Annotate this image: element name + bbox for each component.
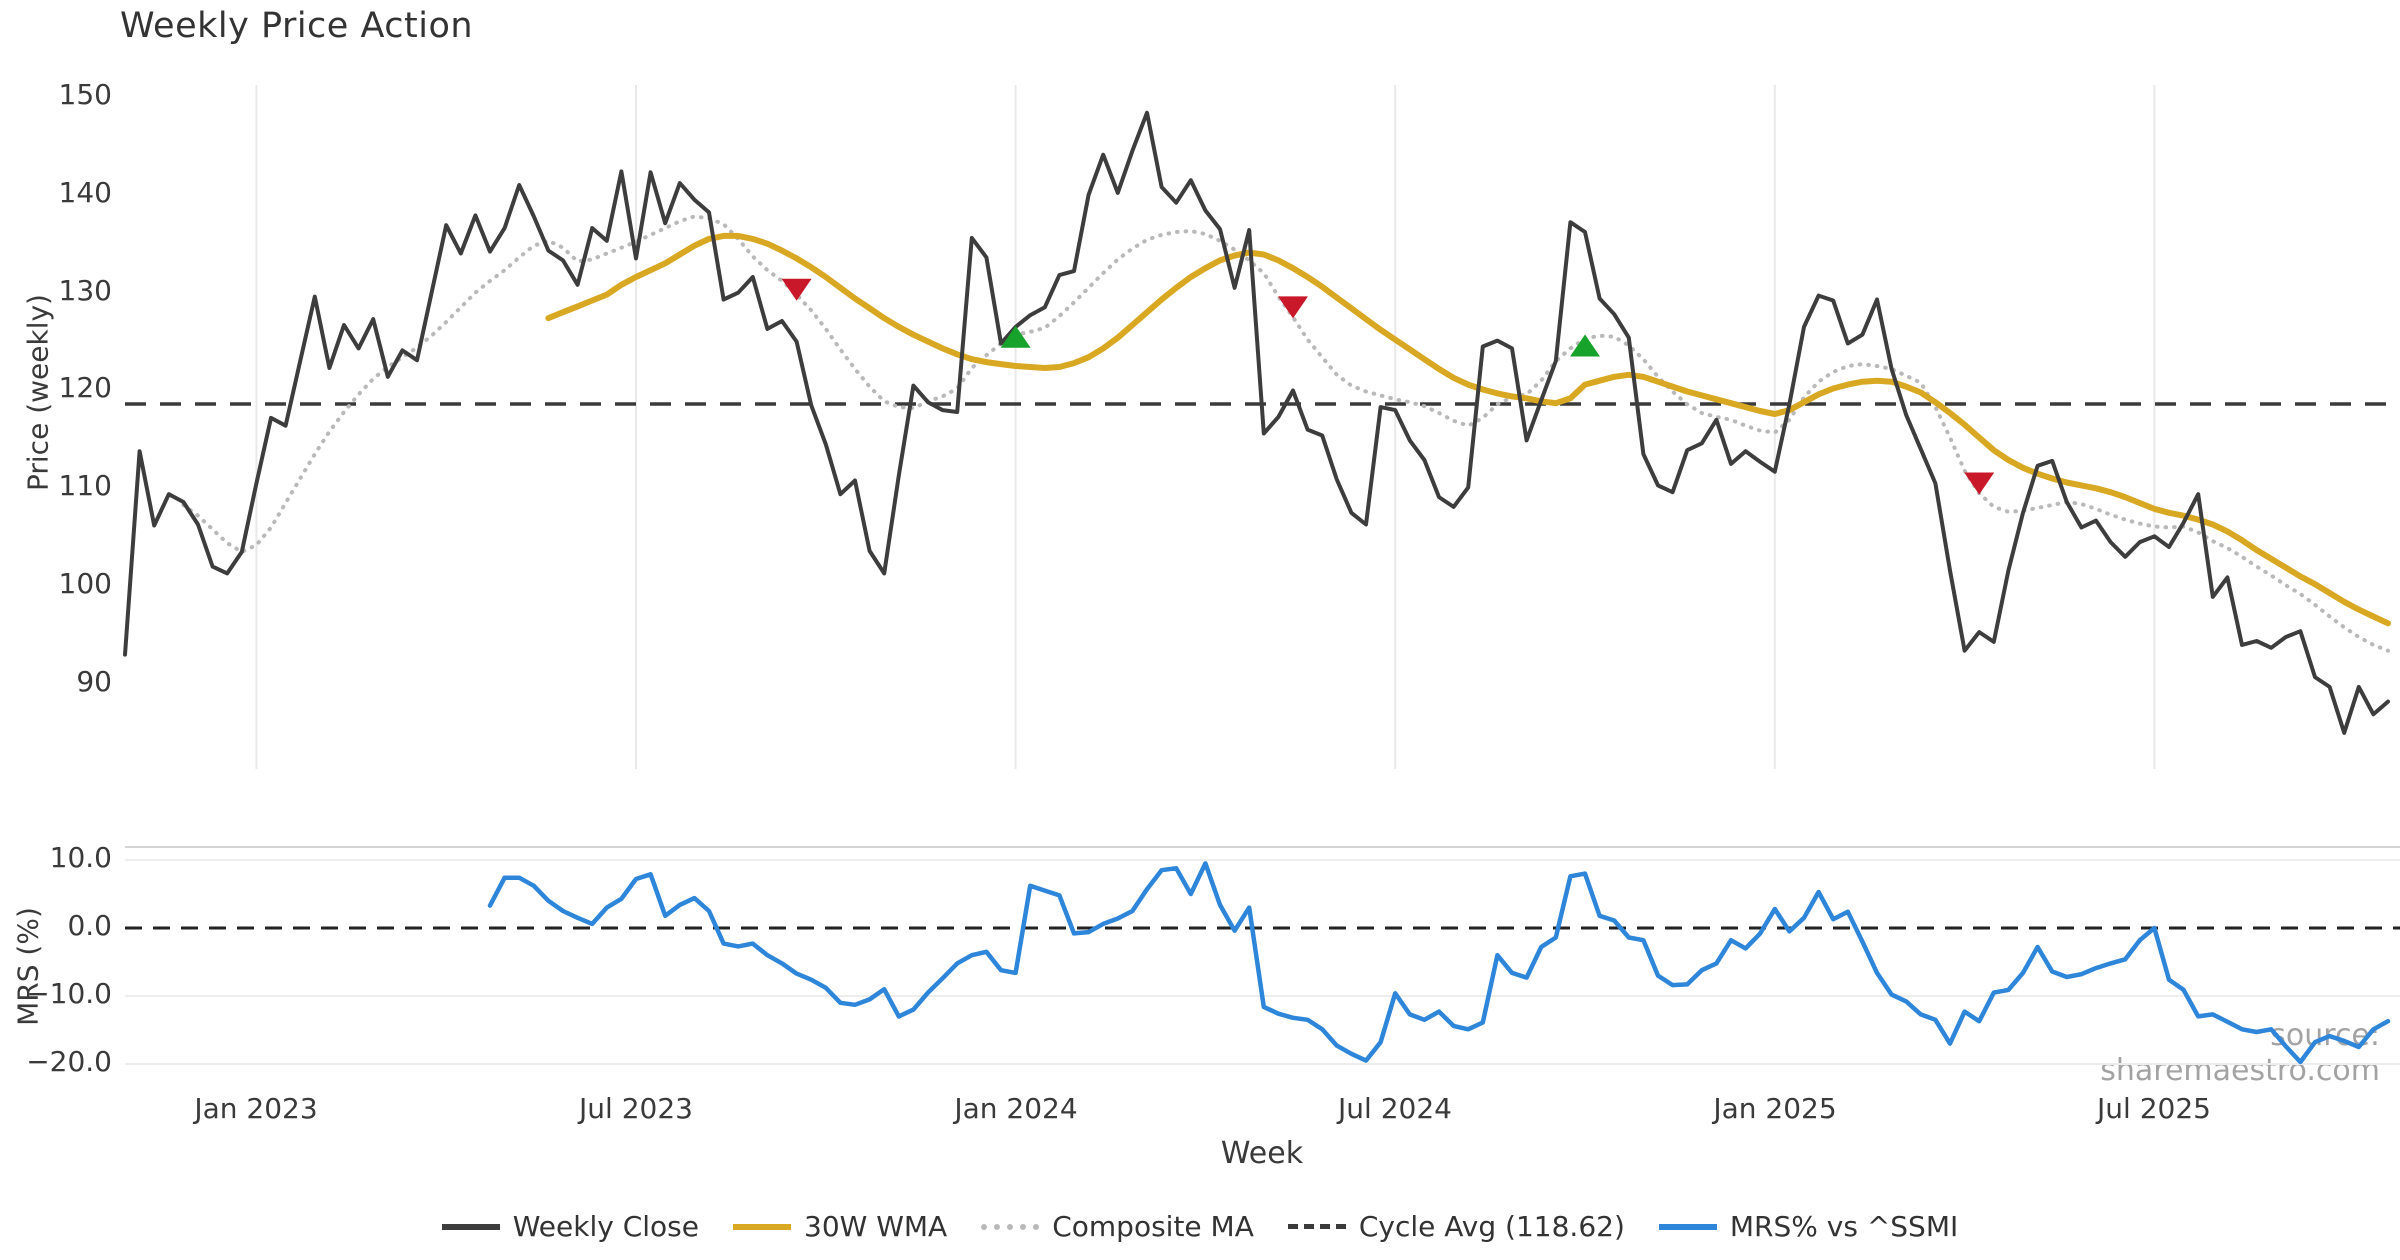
legend-label: Composite MA: [1052, 1210, 1254, 1243]
x-axis-label: Week: [1220, 1136, 1304, 1171]
chart-legend: Weekly Close 30W WMA Composite MA Cycle Avg…: [0, 1210, 2400, 1243]
legend-item-2: Composite MA: [981, 1210, 1254, 1243]
legend-label: 30W WMA: [804, 1210, 948, 1243]
legend-dotted-line-icon: [981, 1223, 1040, 1230]
x-tick-label: Jul 2024: [1338, 1092, 1452, 1125]
legend-item-4: MRS% vs ^SSMI: [1658, 1210, 1959, 1243]
legend-label: Weekly Close: [512, 1210, 699, 1243]
mrs-ytick-label: 0.0: [67, 909, 112, 942]
legend-item-0: Weekly Close: [441, 1210, 699, 1243]
price-ytick-label: 100: [58, 567, 112, 600]
price-ytick-label: 90: [76, 665, 112, 698]
legend-dashed-line-icon: [1287, 1224, 1346, 1229]
price-ytick-label: 150: [58, 78, 112, 111]
legend-label: Cycle Avg (118.62): [1358, 1210, 1625, 1243]
x-tick-label: Jul 2025: [2097, 1092, 2211, 1125]
legend-solid-line-icon: [733, 1223, 791, 1230]
x-tick-label: Jan 2025: [1713, 1092, 1837, 1125]
legend-item-3: Cycle Avg (118.62): [1287, 1210, 1625, 1243]
chart-title: Weekly Price Action: [120, 6, 474, 46]
legend-solid-line-icon: [441, 1223, 500, 1230]
legend-label: MRS% vs ^SSMI: [1729, 1210, 1959, 1243]
x-tick-label: Jul 2023: [579, 1092, 693, 1125]
price-ytick-label: 140: [58, 176, 112, 209]
price-ytick-label: 130: [58, 274, 112, 307]
legend-solid-line-icon: [1658, 1223, 1717, 1230]
source-watermark: source: sharemaestro.com: [2100, 1018, 2380, 1088]
x-tick-label: Jan 2024: [954, 1092, 1078, 1125]
mrs-ytick-label: 10.0: [49, 841, 112, 874]
price-ytick-label: 110: [58, 469, 112, 502]
x-tick-label: Jan 2023: [194, 1092, 318, 1125]
mrs-ytick-label: −10.0: [26, 977, 112, 1010]
legend-item-1: 30W WMA: [733, 1210, 947, 1243]
mrs-ytick-label: −20.0: [26, 1045, 112, 1078]
price-ytick-label: 120: [58, 371, 112, 404]
